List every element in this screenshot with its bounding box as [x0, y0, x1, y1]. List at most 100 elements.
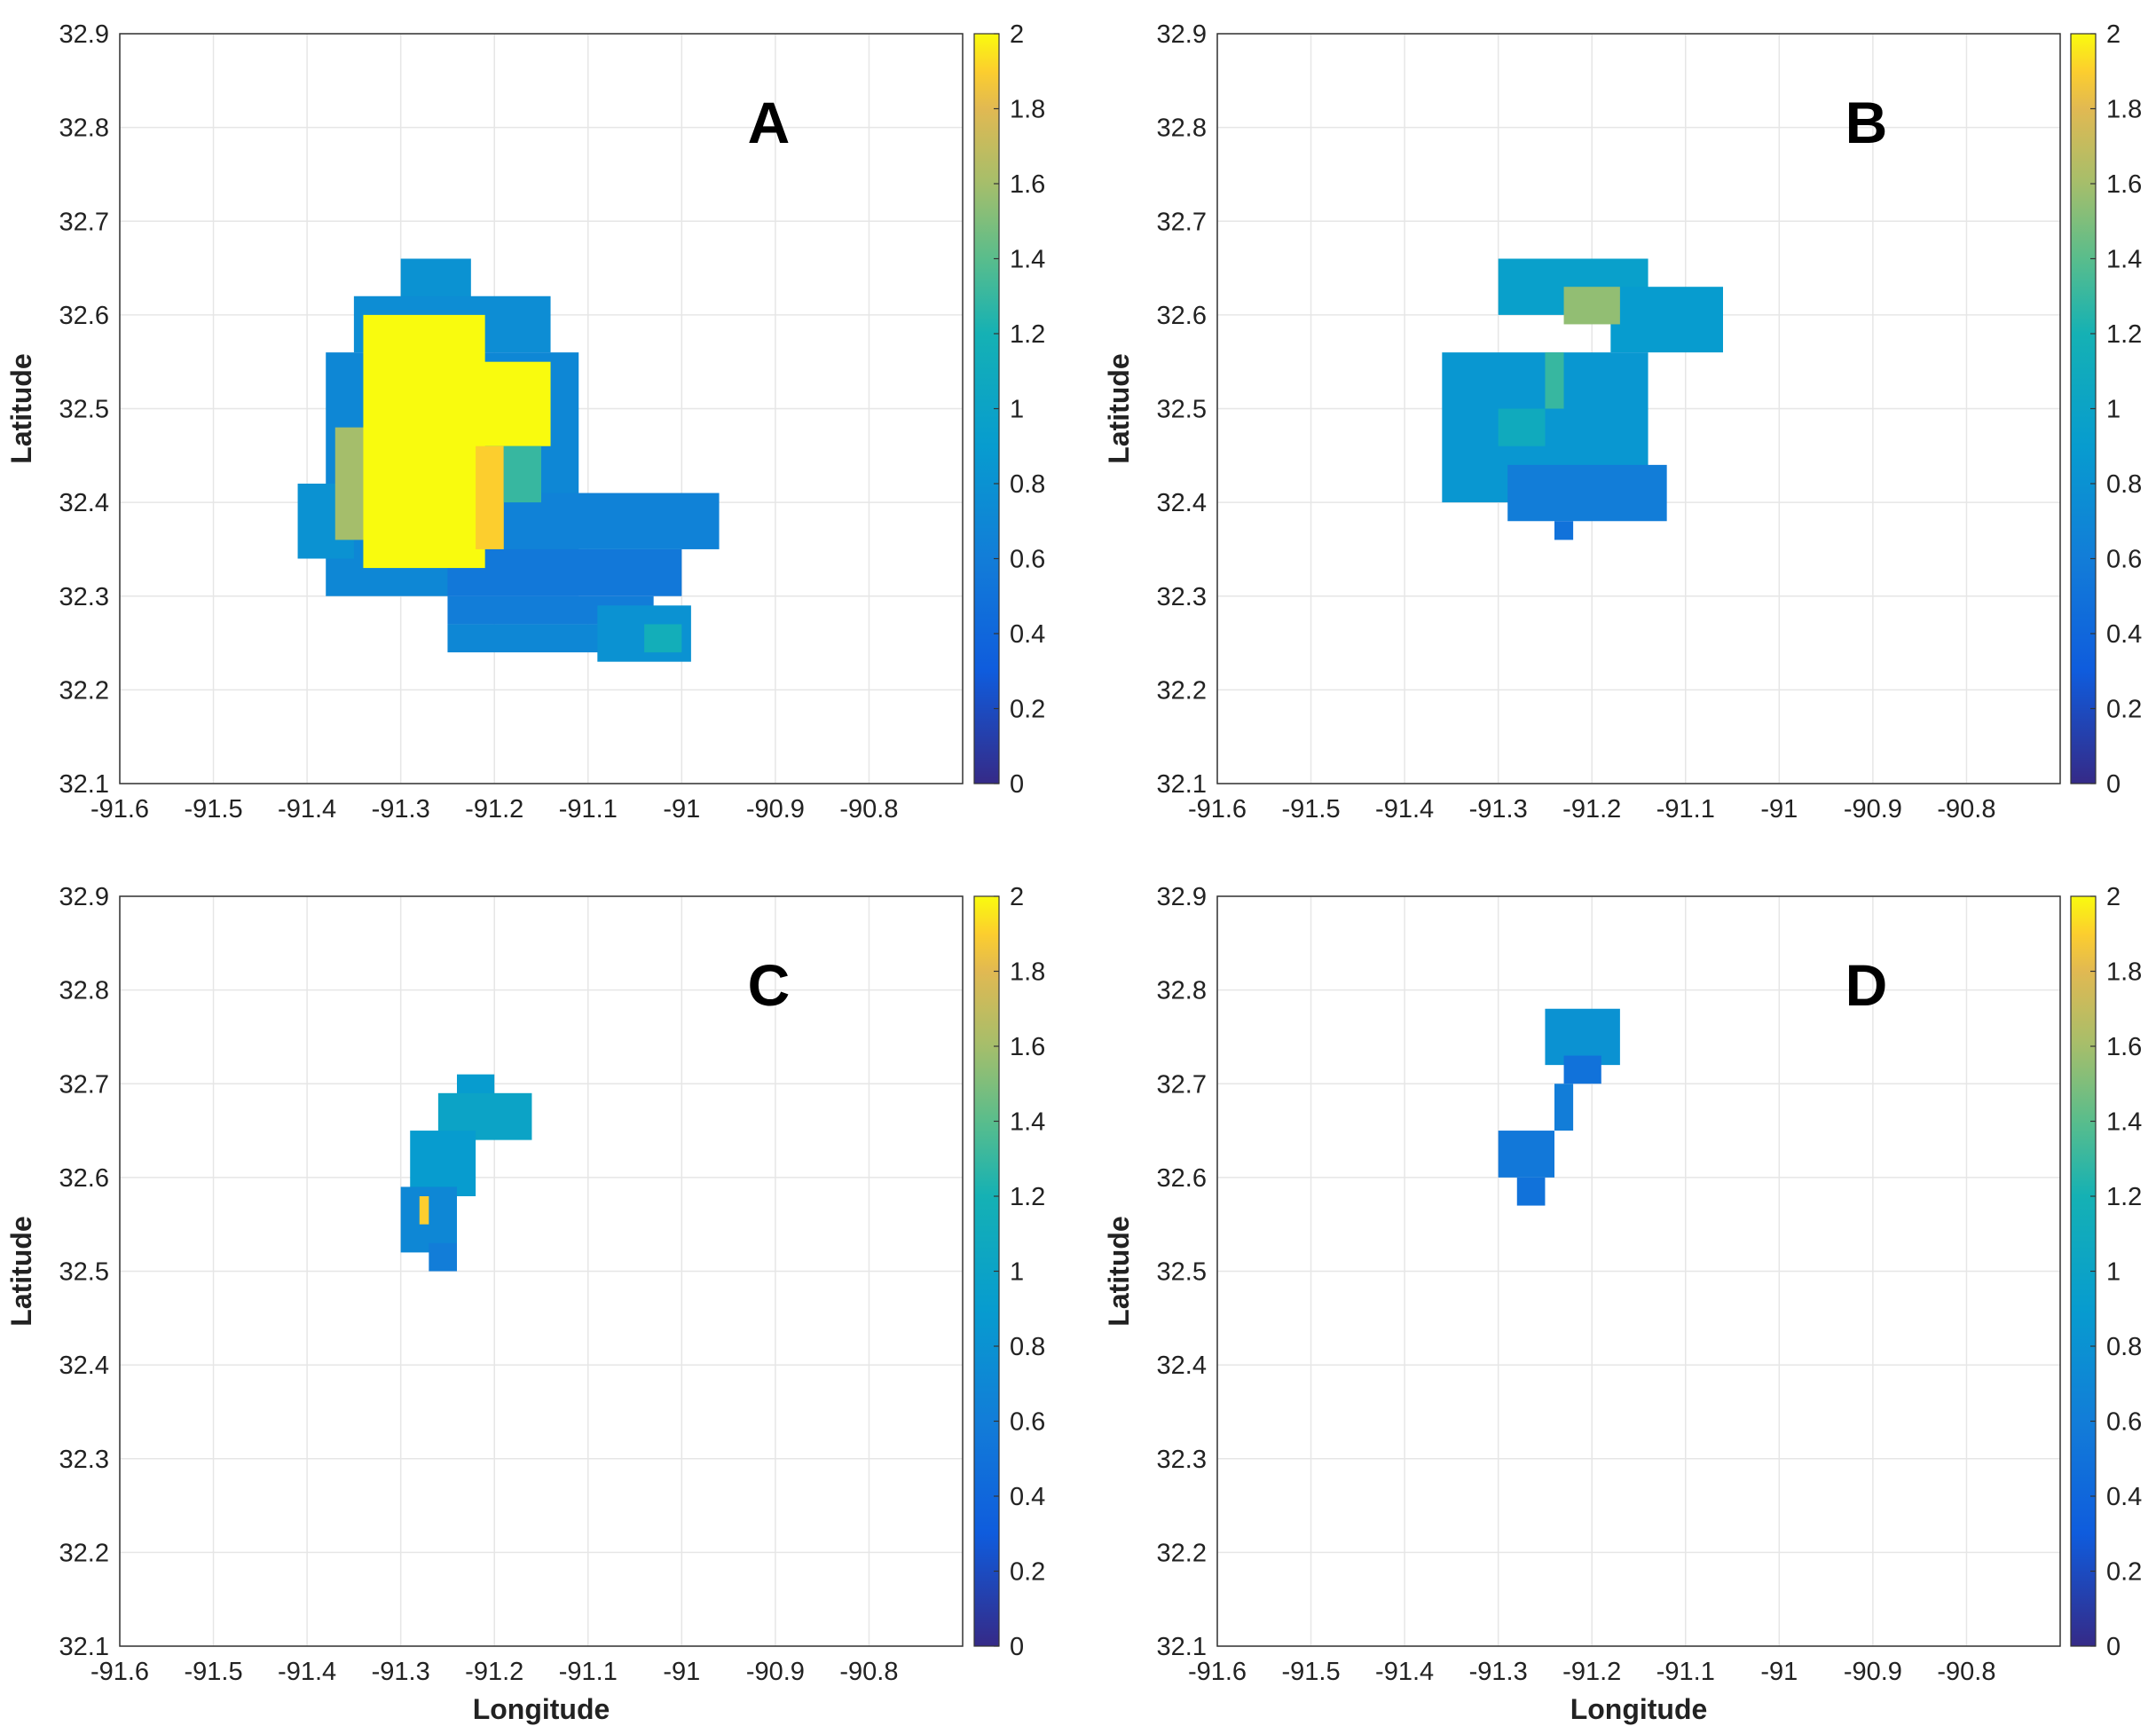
x-tick-label: -91.1 [559, 1658, 618, 1686]
heatmap-cell [447, 548, 682, 596]
colorbar-tick-label: 0.4 [2106, 1483, 2142, 1511]
colorbar-tick-label: 0.2 [2106, 1558, 2142, 1587]
colorbar-tick-label: 1.4 [2106, 246, 2142, 274]
colorbar-tick-label: 0 [1010, 770, 1024, 799]
x-axis-title: Longitude [1570, 1693, 1708, 1725]
heatmap-cell [1554, 1084, 1574, 1131]
x-tick-label: -91 [663, 1658, 700, 1686]
y-tick-label: 32.9 [59, 20, 109, 49]
y-tick-label: 32.7 [1157, 1070, 1207, 1099]
colorbar-tick-label: 0.6 [1010, 546, 1045, 574]
heatmap-cell [1610, 287, 1723, 353]
colorbar-tick-label: 1.8 [1010, 958, 1045, 987]
x-tick-label: -90.8 [839, 795, 898, 824]
x-tick-label: -91.5 [1282, 795, 1341, 824]
panel-letter: B [1845, 90, 1888, 155]
heatmap-cell [419, 1196, 429, 1225]
colorbar-tick-label: 1.4 [1010, 246, 1045, 274]
heatmap-cell [1563, 1055, 1601, 1084]
colorbar-tick-label: 1.6 [1010, 1033, 1045, 1061]
colorbar-tick-label: 1 [1010, 1258, 1024, 1287]
colorbar-tick-label: 1 [1010, 396, 1024, 424]
x-tick-label: -91.4 [1375, 1658, 1434, 1686]
colorbar-tick-label: 1 [2106, 1258, 2121, 1287]
x-tick-label: -91.4 [278, 1658, 336, 1686]
y-tick-label: 32.3 [1157, 1446, 1207, 1474]
x-tick-label: -91.3 [372, 1658, 430, 1686]
x-tick-label: -91.3 [1469, 795, 1528, 824]
colorbar-tick-label: 1.2 [2106, 320, 2142, 349]
colorbar-tick-label: 0.4 [1010, 620, 1045, 649]
colorbar-tick-label: 0.6 [1010, 1408, 1045, 1437]
panel-b: -91.6 -91.5 -91.4 -91.3 -91.2 -91.1 -91 -90.9 -9… [1103, 20, 2142, 824]
heatmap-cell [1554, 521, 1574, 540]
colorbar-tick-label: 0 [2106, 1633, 2121, 1661]
heatmap-cell [1507, 464, 1667, 522]
colorbar-tick-label: 0.6 [2106, 1408, 2142, 1437]
y-tick-label: 32.6 [59, 302, 109, 330]
colorbar-tick-label: 0.4 [1010, 1483, 1045, 1511]
y-tick-label: 32.3 [1157, 583, 1207, 611]
x-tick-label: -90.9 [1844, 795, 1902, 824]
x-tick-label: -90.8 [1937, 795, 1995, 824]
axes-frame [119, 895, 964, 1647]
heatmap-cell [1498, 408, 1546, 446]
heatmap-cell [476, 445, 504, 549]
x-tick-label: -91.3 [372, 795, 430, 824]
y-tick-label: 32.5 [59, 396, 109, 424]
colorbar-tick-label: 1.6 [1010, 170, 1045, 199]
y-tick-label: 32.4 [59, 1352, 109, 1380]
colorbar-tick-label: 0.2 [2106, 696, 2142, 724]
x-tick-label: -91.2 [1562, 1658, 1621, 1686]
panel-letter: A [748, 90, 791, 155]
colorbar-tick-label: 0.6 [2106, 546, 2142, 574]
panel-a: -91.6 -91.5 -91.4 -91.3 -91.2 -91.1 -91 -90.9 -9… [5, 20, 1045, 824]
y-tick-label: 32.6 [1157, 302, 1207, 330]
x-tick-label: -90.8 [839, 1658, 898, 1686]
y-axis-title: Latitude [5, 1216, 37, 1326]
colorbar-tick-label: 1.8 [2106, 958, 2142, 987]
x-tick-label: -91.4 [278, 795, 336, 824]
y-tick-label: 32.8 [1157, 114, 1207, 143]
x-tick-label: -91.3 [1469, 1658, 1528, 1686]
axes-frame [119, 33, 964, 784]
colorbar-tick-label: 1.6 [2106, 1033, 2142, 1061]
colorbar-tick-label: 2 [1010, 883, 1024, 911]
y-tick-label: 32.1 [1157, 770, 1207, 799]
y-tick-label: 32.9 [1157, 20, 1207, 49]
y-tick-label: 32.3 [59, 583, 109, 611]
x-tick-label: -91.1 [1656, 1658, 1715, 1686]
colorbar-tick-label: 0.8 [1010, 1333, 1045, 1361]
heatmap-cell [644, 624, 682, 653]
heatmap-cell [1516, 1177, 1546, 1206]
y-tick-label: 32.7 [59, 208, 109, 236]
heatmap-cell [457, 361, 551, 446]
y-tick-label: 32.9 [1157, 883, 1207, 911]
colorbar-tick-label: 1.6 [2106, 170, 2142, 199]
y-tick-label: 32.9 [59, 883, 109, 911]
y-tick-label: 32.6 [1157, 1164, 1207, 1193]
colorbar-tick-label: 0.2 [1010, 1558, 1045, 1587]
colorbar-tick-label: 0.8 [2106, 470, 2142, 499]
x-tick-label: -91.2 [465, 1658, 523, 1686]
x-tick-label: -91 [1760, 795, 1798, 824]
y-tick-label: 32.2 [1157, 676, 1207, 705]
colorbar-tick-label: 1.4 [2106, 1108, 2142, 1137]
x-tick-label: -91.5 [185, 1658, 243, 1686]
y-tick-label: 32.2 [59, 676, 109, 705]
y-tick-label: 32.1 [1157, 1633, 1207, 1661]
x-tick-label: -90.9 [746, 795, 805, 824]
x-axis-title: Longitude [473, 1693, 610, 1725]
colorbar-tick-label: 1.4 [1010, 1108, 1045, 1137]
x-tick-label: -91.2 [465, 795, 523, 824]
y-tick-label: 32.3 [59, 1446, 109, 1474]
colorbar-tick-label: 1.8 [1010, 96, 1045, 124]
colorbar-tick-label: 0.8 [2106, 1333, 2142, 1361]
panel-letter: D [1845, 952, 1888, 1018]
y-tick-label: 32.8 [1157, 977, 1207, 1005]
heatmap-cell [1545, 352, 1564, 409]
x-tick-label: -91 [663, 795, 700, 824]
y-tick-label: 32.6 [59, 1164, 109, 1193]
x-tick-label: -91.5 [185, 795, 243, 824]
y-tick-label: 32.4 [59, 489, 109, 517]
